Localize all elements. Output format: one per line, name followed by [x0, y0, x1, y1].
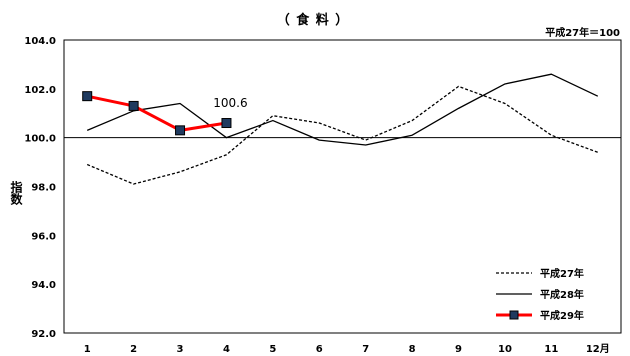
- data-point-marker: [221, 118, 232, 129]
- x-tick-label: 9: [455, 344, 462, 355]
- data-point-marker: [128, 100, 139, 111]
- x-tick-label: 12月: [586, 343, 610, 355]
- plot-area: [63, 39, 622, 334]
- y-axis-label: 指数: [9, 180, 23, 206]
- base-note: 平成27年＝100: [545, 26, 620, 39]
- x-tick-label: 3: [177, 344, 184, 355]
- y-tick-label: 94.0: [31, 280, 56, 291]
- y-tick-labels: 104.0 102.0 100.0 98.0 96.0 94.0 92.0: [24, 36, 56, 340]
- annotations: 100.6: [213, 96, 247, 110]
- data-point-marker: [175, 125, 186, 136]
- data-point-marker: [82, 91, 93, 102]
- y-tick-label: 100.0: [24, 134, 56, 145]
- x-tick-label: 1: [84, 344, 91, 355]
- y-tick-label: 96.0: [31, 231, 56, 242]
- x-tick-label: 11: [544, 344, 558, 355]
- x-tick-label: 7: [362, 344, 369, 355]
- y-tick-label: 104.0: [24, 36, 56, 47]
- legend-label: 平成27年: [540, 267, 584, 280]
- x-tick-label: 10: [498, 344, 512, 355]
- data-label: 100.6: [213, 96, 247, 110]
- y-tick-label: 92.0: [31, 329, 56, 340]
- legend-label: 平成29年: [540, 309, 584, 322]
- y-tick-label: 98.0: [31, 183, 56, 194]
- x-tick-label: 8: [409, 344, 416, 355]
- x-tick-labels: 1 2 3 4 5 6 7 8 9 10 11 12月: [84, 343, 610, 355]
- x-tick-label: 5: [269, 344, 276, 355]
- x-tick-label: 2: [130, 344, 137, 355]
- series-line-0: [86, 85, 599, 185]
- series-lines: [82, 73, 599, 185]
- x-tick-label: 4: [223, 344, 230, 355]
- legend-marker: [509, 310, 519, 320]
- y-tick-label: 102.0: [24, 85, 56, 96]
- legend-label: 平成28年: [540, 288, 584, 301]
- x-tick-label: 6: [316, 344, 323, 355]
- series-line-2: [86, 94, 227, 132]
- series-line-1: [86, 73, 599, 146]
- chart-title: （ 食 料 ）: [277, 12, 350, 28]
